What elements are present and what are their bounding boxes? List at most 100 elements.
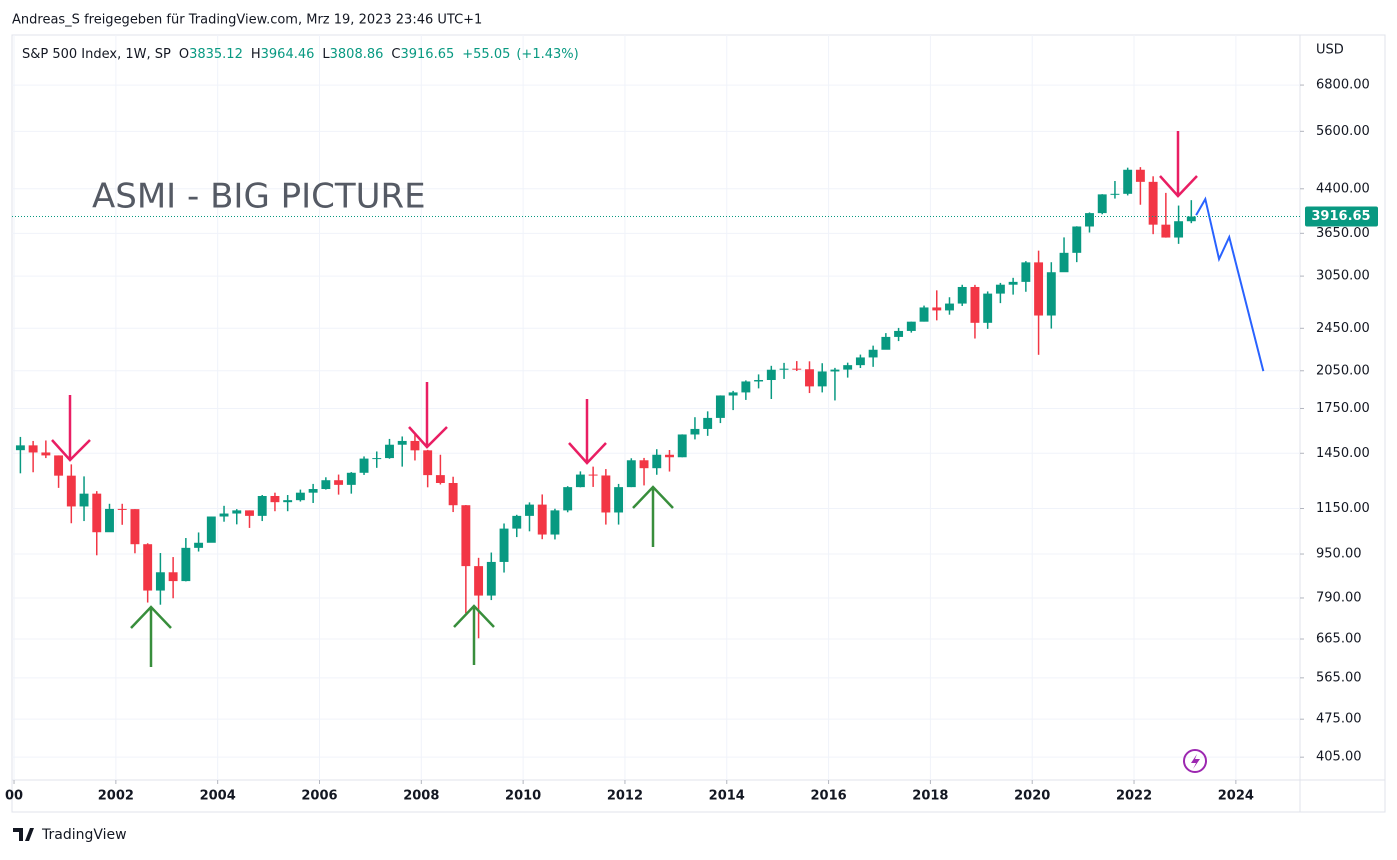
candle-body <box>906 321 916 331</box>
candle-body <box>194 542 204 548</box>
red-arrow <box>408 382 448 449</box>
candle-body <box>525 504 534 516</box>
candle-body <box>168 572 178 582</box>
y-tick-label: 4400.00 <box>1316 181 1370 196</box>
x-tick-label: 2020 <box>1014 789 1050 804</box>
candle-body <box>270 495 280 503</box>
candle-body <box>843 365 853 370</box>
candle-body <box>257 495 267 516</box>
change-percent: (+1.43%) <box>516 47 578 62</box>
logo-mark[interactable] <box>13 828 34 841</box>
low-label: L <box>322 47 330 62</box>
y-tick-label: 3650.00 <box>1316 226 1370 241</box>
candle-body <box>779 368 789 370</box>
candle-body <box>575 474 585 488</box>
y-tick-label: 3050.00 <box>1316 269 1370 284</box>
candle-body <box>792 368 802 370</box>
candle-body <box>499 528 509 562</box>
y-tick-label: 6800.00 <box>1316 78 1370 93</box>
candle-body <box>855 357 865 366</box>
green-arrow <box>453 604 495 665</box>
candle-body <box>486 561 496 596</box>
candle-body <box>563 487 573 511</box>
y-tick-label: 1450.00 <box>1316 446 1370 461</box>
candle-body <box>626 460 636 488</box>
replay-icon[interactable] <box>1183 749 1207 773</box>
candle-body <box>1135 169 1145 182</box>
icon-circle[interactable] <box>1183 749 1207 773</box>
x-tick-label: 00 <box>5 789 23 804</box>
watermark: Andreas_S freigegeben für TradingView.co… <box>12 13 482 28</box>
y-tick-label: 475.00 <box>1316 712 1362 727</box>
x-tick-label: 2006 <box>301 789 337 804</box>
last-price-box <box>1305 206 1378 227</box>
candle-body <box>66 475 76 507</box>
x-tick-label: 2004 <box>200 789 236 804</box>
candle-body <box>359 458 369 473</box>
candle-body <box>206 516 216 543</box>
candle-body <box>868 349 878 358</box>
candle-body <box>372 458 382 460</box>
candle-body <box>155 572 165 591</box>
candle-body <box>817 371 827 387</box>
candle-body <box>461 505 471 567</box>
candle-body <box>474 566 484 596</box>
symbol-legend: S&P 500 Index, 1W, SP O3835.12 H3964.46 L38… <box>22 47 579 62</box>
green-arrow <box>130 605 172 667</box>
candle-body <box>550 510 560 535</box>
candle-body <box>321 480 331 490</box>
candle-body <box>665 454 674 458</box>
candle-body <box>728 392 738 396</box>
candle-body <box>385 444 394 459</box>
close-value: 3916.65 <box>400 47 454 62</box>
candle-body <box>1034 262 1044 316</box>
y-tick-label: 2050.00 <box>1316 363 1370 378</box>
candle-body <box>397 440 407 445</box>
y-tick-label: 950.00 <box>1316 547 1362 562</box>
candle-body <box>639 460 649 469</box>
candle-body <box>588 474 598 476</box>
candle-body <box>1046 272 1056 316</box>
y-tick-label: 2450.00 <box>1316 321 1370 336</box>
x-tick-label: 2022 <box>1116 789 1152 804</box>
y-tick-label: 5600.00 <box>1316 124 1370 139</box>
x-tick-label: 2016 <box>810 789 846 804</box>
brand-name[interactable]: TradingView <box>41 827 127 843</box>
candle-body <box>601 475 611 513</box>
low-value: 3808.86 <box>330 47 384 62</box>
x-tick-label: 2010 <box>505 789 541 804</box>
candle-body <box>410 440 420 451</box>
candle-body <box>766 369 776 381</box>
candle-body <box>92 493 102 533</box>
open-value: 3835.12 <box>189 47 243 62</box>
projection-line <box>1195 196 1265 372</box>
candle-body <box>995 284 1005 294</box>
last-price-label: 3916.65 <box>1311 209 1370 224</box>
candle-body <box>79 493 89 507</box>
icon-bolt[interactable] <box>1191 754 1200 769</box>
x-tick-label: 2008 <box>403 789 439 804</box>
candle-body <box>715 395 725 418</box>
candle-body <box>537 504 547 535</box>
candle-body <box>614 487 624 513</box>
y-tick-label: 1750.00 <box>1316 401 1370 416</box>
high-label: H <box>251 47 261 62</box>
x-tick-label: 2014 <box>709 789 745 804</box>
high-value: 3964.46 <box>261 47 315 62</box>
candle-body <box>881 336 891 350</box>
candle-body <box>308 489 318 493</box>
candle-body <box>435 475 445 483</box>
candle-body <box>652 454 662 469</box>
red-arrow <box>51 395 91 462</box>
candle-body <box>334 480 344 485</box>
candle-body <box>945 303 954 311</box>
candle-body <box>919 307 929 322</box>
candle-body <box>41 452 51 456</box>
candle-body <box>219 513 229 517</box>
candle-body <box>741 381 751 393</box>
candle-body <box>1097 194 1107 214</box>
brand-logo[interactable]: TradingView <box>13 827 127 843</box>
candle-body <box>690 428 700 435</box>
